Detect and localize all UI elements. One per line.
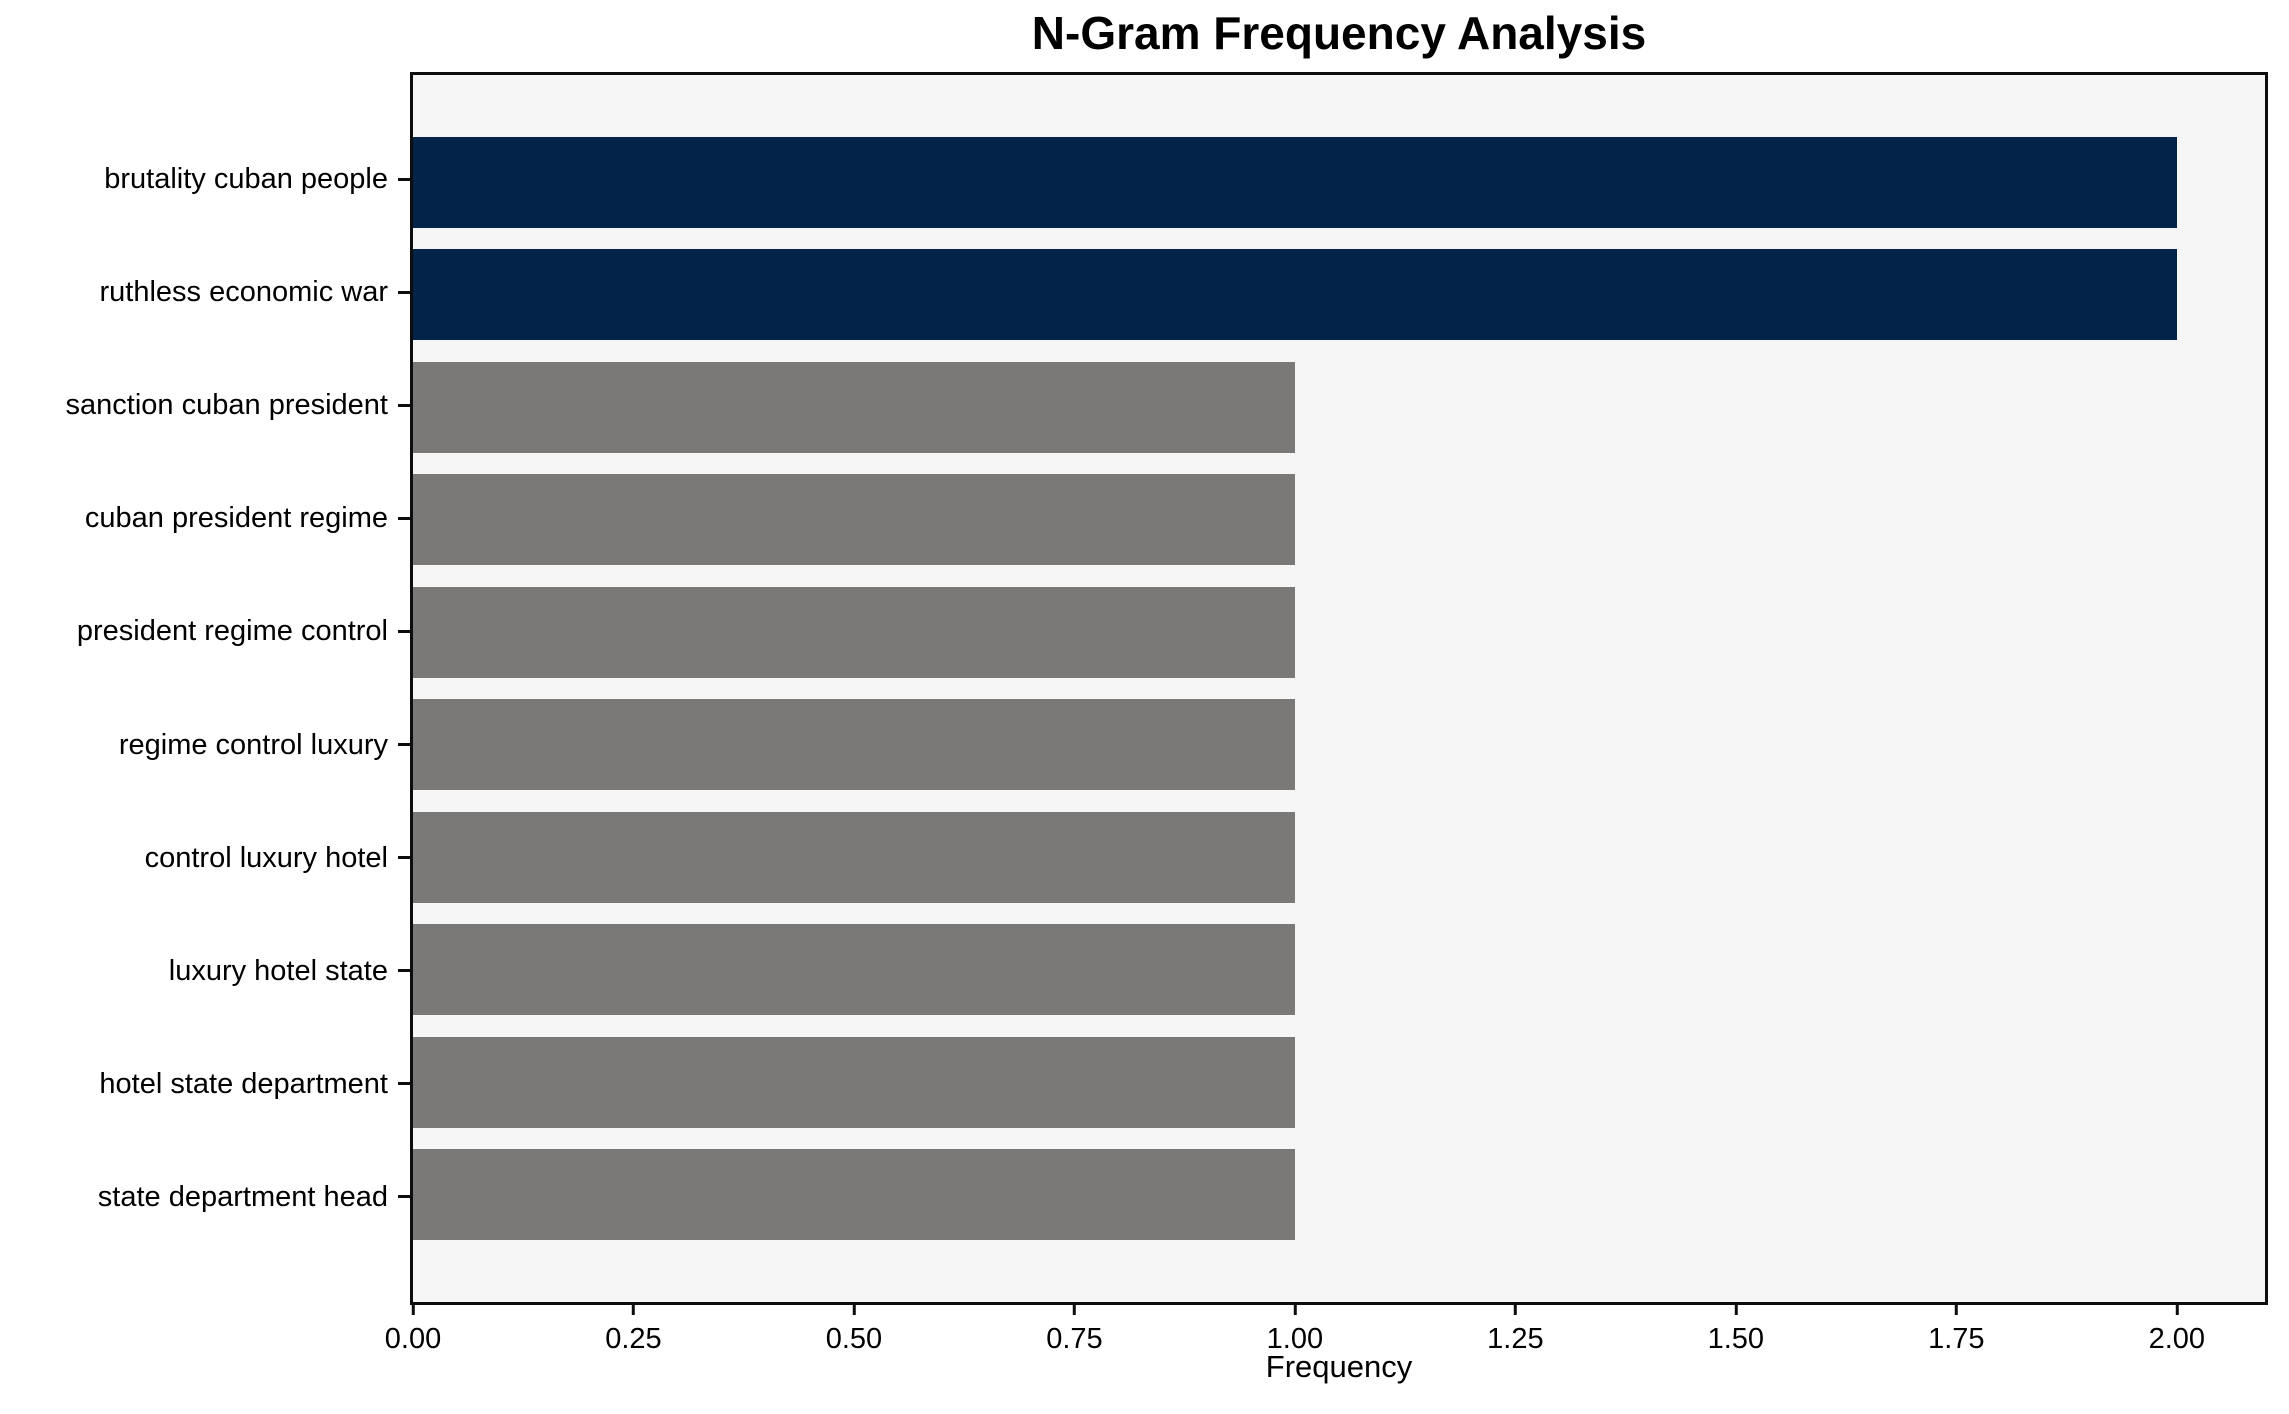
y-tick-mark	[398, 516, 410, 520]
bar-row	[413, 126, 2265, 239]
y-tick-mark	[398, 1082, 410, 1086]
x-tick: 0.75	[1046, 1302, 1103, 1356]
bar	[413, 811, 1295, 903]
x-tick-label: 1.50	[1707, 1323, 1765, 1355]
x-axis-ticks: 0.00 0.25 0.50 0.75 1.00 1.25 1.50 1.75 2.00	[385, 1302, 2265, 1382]
y-label-row: hotel state department	[10, 1028, 410, 1141]
x-tick-label: 1.75	[1928, 1323, 1985, 1355]
bar	[413, 249, 2177, 341]
bar	[413, 136, 2177, 228]
y-label: control luxury hotel	[144, 841, 388, 874]
y-label: luxury hotel state	[168, 954, 388, 987]
bar-row	[413, 1139, 2265, 1252]
x-tick: 0.50	[826, 1302, 882, 1356]
y-label-row: sanction cuban president	[10, 349, 410, 462]
x-tick: 0.00	[385, 1302, 441, 1356]
x-tick-mark	[1954, 1302, 1958, 1315]
bar-row	[413, 914, 2265, 1027]
bar	[413, 699, 1295, 791]
y-label-row: luxury hotel state	[10, 915, 410, 1028]
y-axis-labels: brutality cuban people ruthless economic …	[10, 123, 410, 1254]
x-tick-mark	[631, 1302, 635, 1315]
bar-row	[413, 576, 2265, 689]
y-label-row: brutality cuban people	[10, 123, 410, 236]
y-label-row: president regime control	[10, 575, 410, 688]
bar	[413, 474, 1295, 566]
y-label: cuban president regime	[84, 502, 388, 535]
bar-row	[413, 464, 2265, 577]
y-label: sanction cuban president	[65, 389, 388, 422]
x-tick-mark	[1072, 1302, 1076, 1315]
x-tick-label: 1.00	[1266, 1323, 1324, 1355]
bar	[413, 361, 1295, 453]
x-tick-label: 0.00	[384, 1323, 442, 1355]
y-label-row: state department head	[10, 1141, 410, 1254]
chart-title: N-Gram Frequency Analysis	[1031, 7, 1647, 59]
y-label-row: control luxury hotel	[10, 802, 410, 915]
bar	[413, 1149, 1295, 1241]
x-axis-title: Frequency	[1265, 1349, 1413, 1384]
x-tick-mark	[1513, 1302, 1517, 1315]
x-tick-mark	[852, 1302, 856, 1315]
bar-row	[413, 689, 2265, 802]
y-tick-mark	[398, 629, 410, 633]
y-label: brutality cuban people	[104, 163, 388, 196]
y-tick-mark	[398, 290, 410, 294]
plot-area: brutality cuban people ruthless economic …	[66, 72, 2268, 1355]
x-tick-label: 0.50	[825, 1323, 883, 1355]
y-tick-mark	[398, 1195, 410, 1199]
x-tick: 1.00	[1267, 1302, 1323, 1356]
x-tick-label: 0.75	[1046, 1323, 1103, 1355]
y-label: ruthless economic war	[99, 276, 389, 309]
y-label: hotel state department	[99, 1067, 388, 1100]
y-tick-mark	[398, 969, 410, 973]
x-tick-label: 2.00	[2148, 1323, 2206, 1355]
bar	[413, 1036, 1295, 1128]
y-tick-mark	[398, 177, 410, 181]
y-tick-mark	[398, 403, 410, 407]
bar-row	[413, 351, 2265, 464]
y-label-row: regime control luxury	[10, 688, 410, 801]
y-tick-mark	[398, 856, 410, 860]
bar	[413, 586, 1295, 678]
bar	[413, 924, 1295, 1016]
x-tick: 1.50	[1708, 1302, 1764, 1356]
y-tick-mark	[398, 743, 410, 747]
bar-row	[413, 1026, 2265, 1139]
x-tick-mark	[1734, 1302, 1738, 1315]
bar-row	[413, 239, 2265, 352]
x-tick-label: 0.25	[605, 1323, 662, 1355]
y-label: state department head	[97, 1180, 388, 1213]
y-label-row: ruthless economic war	[10, 236, 410, 349]
x-tick-mark	[411, 1302, 415, 1315]
x-tick: 0.25	[605, 1302, 662, 1356]
x-tick: 1.25	[1487, 1302, 1544, 1356]
y-label: president regime control	[76, 615, 388, 648]
y-label: regime control luxury	[118, 728, 388, 761]
x-tick-mark	[1293, 1302, 1297, 1315]
bar-row	[413, 801, 2265, 914]
y-label-row: cuban president regime	[10, 462, 410, 575]
x-tick-label: 1.25	[1487, 1323, 1544, 1355]
x-tick: 2.00	[2149, 1302, 2205, 1356]
x-tick: 1.75	[1928, 1302, 1985, 1356]
bars-container	[413, 126, 2265, 1251]
x-tick-mark	[2175, 1302, 2179, 1315]
